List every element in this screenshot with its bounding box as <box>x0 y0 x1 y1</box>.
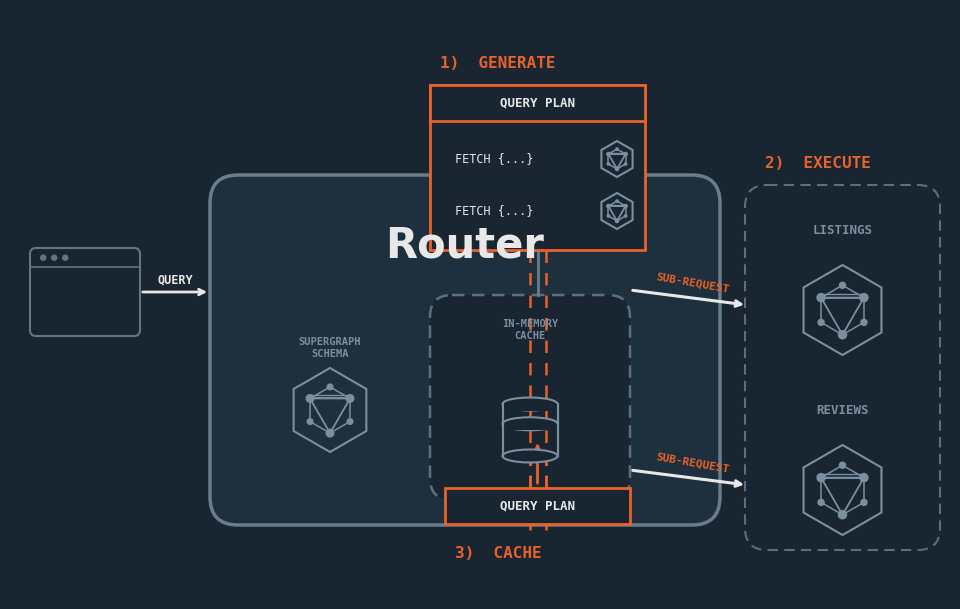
Circle shape <box>818 499 824 505</box>
Text: 3)  CACHE: 3) CACHE <box>455 546 541 561</box>
Text: QUERY: QUERY <box>157 273 193 286</box>
Circle shape <box>306 395 314 402</box>
Circle shape <box>326 429 334 437</box>
Text: IN-MEMORY
CACHE: IN-MEMORY CACHE <box>502 319 558 341</box>
Circle shape <box>817 474 825 482</box>
Text: FETCH {...}: FETCH {...} <box>455 152 534 166</box>
Circle shape <box>624 205 627 208</box>
Text: QUERY PLAN: QUERY PLAN <box>500 499 575 513</box>
Circle shape <box>615 200 618 202</box>
Circle shape <box>607 205 610 208</box>
Circle shape <box>624 215 627 217</box>
Circle shape <box>615 148 618 150</box>
Ellipse shape <box>502 398 558 410</box>
Circle shape <box>52 255 57 260</box>
Circle shape <box>861 319 867 325</box>
Ellipse shape <box>502 417 558 431</box>
Text: SUB-REQUEST: SUB-REQUEST <box>655 452 730 475</box>
Circle shape <box>838 331 847 339</box>
Circle shape <box>62 255 68 260</box>
FancyBboxPatch shape <box>210 175 720 525</box>
Bar <box>430 85 645 250</box>
Text: QUERY PLAN: QUERY PLAN <box>500 96 575 110</box>
Bar <box>501 404 559 410</box>
Bar <box>430 85 645 121</box>
Bar <box>501 424 559 431</box>
Circle shape <box>860 474 868 482</box>
Circle shape <box>818 319 824 325</box>
Circle shape <box>861 499 867 505</box>
Circle shape <box>838 511 847 519</box>
Text: SUB-REQUEST: SUB-REQUEST <box>655 272 730 295</box>
Circle shape <box>608 163 610 165</box>
Text: REVIEWS: REVIEWS <box>816 404 869 417</box>
Circle shape <box>608 215 610 217</box>
Circle shape <box>347 395 354 402</box>
Circle shape <box>817 294 825 301</box>
Circle shape <box>607 152 610 156</box>
FancyBboxPatch shape <box>30 248 140 336</box>
Circle shape <box>40 255 46 260</box>
Circle shape <box>860 294 868 301</box>
Circle shape <box>327 384 333 390</box>
Circle shape <box>624 152 627 156</box>
Circle shape <box>624 163 627 165</box>
FancyBboxPatch shape <box>430 295 630 500</box>
Text: Router: Router <box>386 224 544 266</box>
Circle shape <box>348 419 353 424</box>
Ellipse shape <box>502 449 558 462</box>
Text: LISTINGS: LISTINGS <box>812 224 873 236</box>
Text: FETCH {...}: FETCH {...} <box>455 205 534 217</box>
FancyBboxPatch shape <box>745 185 940 550</box>
Circle shape <box>615 167 618 171</box>
Circle shape <box>839 462 846 468</box>
Circle shape <box>839 282 846 288</box>
Text: SUPERGRAPH
SCHEMA: SUPERGRAPH SCHEMA <box>299 337 361 359</box>
Circle shape <box>307 419 313 424</box>
Circle shape <box>615 219 618 222</box>
Text: 1)  GENERATE: 1) GENERATE <box>440 55 556 71</box>
Text: 2)  EXECUTE: 2) EXECUTE <box>765 155 871 171</box>
Bar <box>445 488 630 524</box>
